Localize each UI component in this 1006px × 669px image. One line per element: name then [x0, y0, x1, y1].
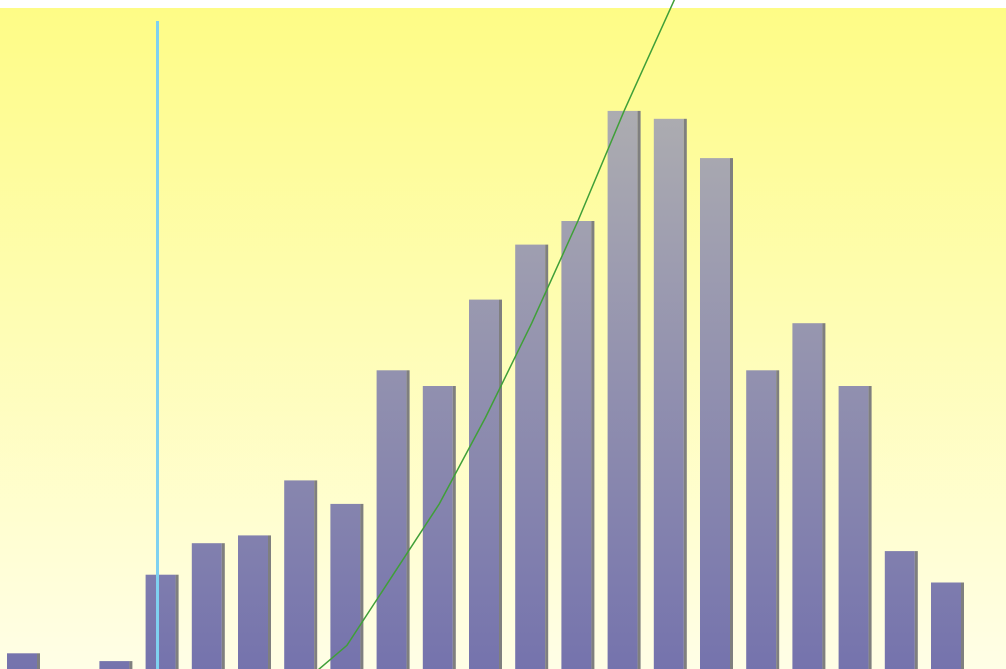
bar-shadow — [406, 370, 410, 669]
bar — [746, 370, 780, 669]
bar-shadow — [175, 574, 179, 669]
bar-fill — [653, 118, 684, 669]
bar-shadow — [499, 299, 502, 669]
bar-shadow — [637, 110, 641, 669]
cumulative-line — [317, 0, 676, 669]
bar — [191, 543, 225, 669]
bar — [376, 370, 410, 669]
bar-shadow — [868, 386, 872, 669]
bar-shadow — [268, 535, 271, 669]
bar — [607, 110, 641, 669]
bar-fill — [746, 370, 777, 669]
bar-shadow — [591, 221, 595, 669]
line-layer — [317, 0, 676, 669]
bar-fill — [561, 221, 592, 669]
bar-fill — [607, 110, 638, 669]
bar — [422, 386, 456, 669]
plot-background — [0, 8, 1006, 669]
bar-fill — [792, 323, 823, 669]
bar-fill — [515, 244, 546, 669]
bar — [238, 535, 271, 669]
bar-fill — [238, 535, 268, 669]
bar-shadow — [360, 503, 364, 669]
bar-fill — [700, 158, 730, 669]
bar-fill — [191, 543, 222, 669]
bar-fill — [7, 653, 37, 669]
bar-fill — [838, 386, 869, 669]
bar-shadow — [730, 158, 733, 669]
bar — [931, 582, 964, 669]
bar — [330, 503, 364, 669]
bar — [7, 653, 40, 669]
bar-shadow — [37, 653, 40, 669]
bar — [838, 386, 872, 669]
bar-fill — [330, 503, 361, 669]
bar — [145, 574, 179, 669]
bar-fill — [884, 551, 915, 669]
bar — [469, 299, 502, 669]
bar-shadow — [314, 480, 318, 669]
bar-fill — [284, 480, 315, 669]
bar — [284, 480, 318, 669]
bar-fill — [422, 386, 453, 669]
bar — [792, 323, 826, 669]
bar-shadow — [914, 551, 918, 669]
bar-shadow — [776, 370, 780, 669]
bar-fill — [99, 661, 130, 669]
bar-shadow — [221, 543, 225, 669]
bar-shadow — [129, 661, 133, 669]
bar — [561, 221, 595, 669]
bar-shadow — [452, 386, 456, 669]
bar-shadow — [683, 118, 687, 669]
bar-fill — [145, 574, 176, 669]
bar-shadow — [822, 323, 826, 669]
bar — [653, 118, 687, 669]
bars-layer — [7, 110, 964, 669]
bar-shadow — [961, 582, 964, 669]
bar — [99, 661, 133, 669]
bar-shadow — [545, 244, 549, 669]
bar — [884, 551, 918, 669]
bar-fill — [931, 582, 961, 669]
bar — [700, 158, 733, 669]
bar-fill — [469, 299, 499, 669]
bar — [515, 244, 549, 669]
bar-fill — [376, 370, 407, 669]
